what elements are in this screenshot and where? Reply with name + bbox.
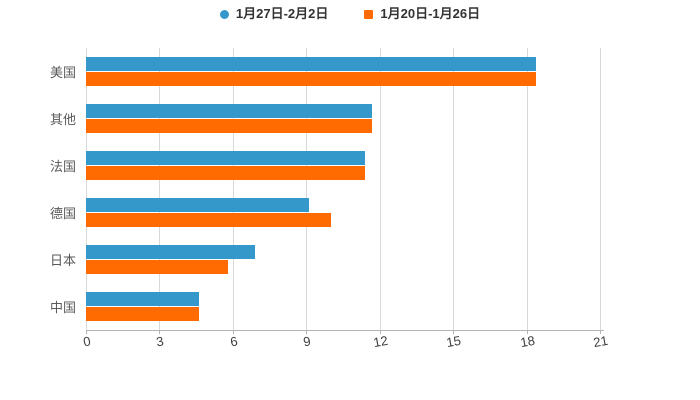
bar-series-0-中国[interactable]: [86, 292, 199, 306]
x-tick-label: 6: [228, 333, 239, 350]
bar-group: [86, 95, 600, 142]
bar-group: [86, 283, 600, 330]
category-label: 美国: [49, 65, 76, 80]
x-tick-label: 3: [155, 333, 166, 350]
bar-group: [86, 236, 600, 283]
category-label: 中国: [49, 300, 76, 315]
x-tick-label: 18: [518, 332, 536, 351]
gridline-x-21: [600, 48, 601, 330]
x-tick-mark: [526, 330, 528, 334]
category-label: 法国: [49, 159, 76, 174]
category-row-1: 其他: [0, 95, 600, 142]
category-row-0: 美国: [0, 48, 600, 95]
legend-circle-marker: [219, 9, 229, 19]
gridline-x-0: [86, 48, 87, 330]
bar-series-1-其他[interactable]: [86, 119, 373, 133]
chart-legend: 1月27日-2月2日 1月20日-1月26日: [0, 6, 700, 22]
gridline-x-6: [232, 48, 234, 330]
x-axis-labels: 0 3 6 9 12 15 18 21: [82, 332, 609, 354]
bar-series-1-美国[interactable]: [86, 72, 537, 86]
category-label: 其他: [49, 112, 76, 127]
bar-series-0-其他[interactable]: [86, 104, 373, 118]
gridline-x-18: [526, 48, 528, 330]
gridline-x-3: [159, 48, 161, 330]
plot-area: [86, 48, 601, 334]
category-row-3: 德国: [0, 189, 600, 236]
legend-label: 1月27日-2月2日: [235, 6, 329, 21]
category-row-2: 法国: [0, 142, 600, 189]
legend-item-series-1[interactable]: 1月20日-1月26日: [364, 6, 480, 22]
bar-series-1-德国[interactable]: [86, 213, 331, 227]
bar-group: [86, 142, 600, 189]
category-row-5: 中国: [0, 283, 600, 330]
category-row-4: 日本: [0, 236, 600, 283]
x-tick-label: 21: [592, 332, 610, 351]
x-tick-mark: [379, 330, 381, 334]
bar-series-1-日本[interactable]: [86, 260, 228, 274]
gridline-x-15: [453, 48, 455, 330]
bar-group: [86, 189, 600, 236]
category-label: 日本: [49, 253, 76, 268]
gridline-x-9: [306, 48, 308, 330]
x-axis-line: [86, 330, 604, 331]
legend-square-marker: [364, 9, 374, 19]
gridline-x-12: [379, 48, 381, 330]
x-tick-mark: [453, 330, 455, 334]
x-tick-mark: [159, 330, 161, 334]
bar-series-0-日本[interactable]: [86, 245, 255, 259]
x-tick-mark: [600, 330, 601, 334]
x-tick-mark: [86, 330, 87, 334]
x-tick-mark: [306, 330, 308, 334]
x-tick-label: 0: [82, 333, 92, 350]
bar-series-1-法国[interactable]: [86, 166, 366, 180]
bar-series-0-德国[interactable]: [86, 198, 309, 212]
bar-rows: 美国其他法国德国日本中国: [0, 48, 600, 330]
x-tick-label: 9: [302, 333, 313, 350]
category-label: 德国: [49, 206, 76, 221]
legend-item-series-0[interactable]: 1月27日-2月2日: [219, 6, 329, 22]
x-tick-mark: [232, 330, 234, 334]
legend-label: 1月20日-1月26日: [380, 6, 481, 21]
bar-series-1-中国[interactable]: [86, 307, 199, 321]
x-tick-label: 15: [445, 332, 463, 351]
bar-series-0-美国[interactable]: [86, 57, 537, 71]
bar-series-0-法国[interactable]: [86, 151, 366, 165]
x-tick-label: 12: [371, 332, 389, 351]
bar-group: [86, 48, 600, 95]
